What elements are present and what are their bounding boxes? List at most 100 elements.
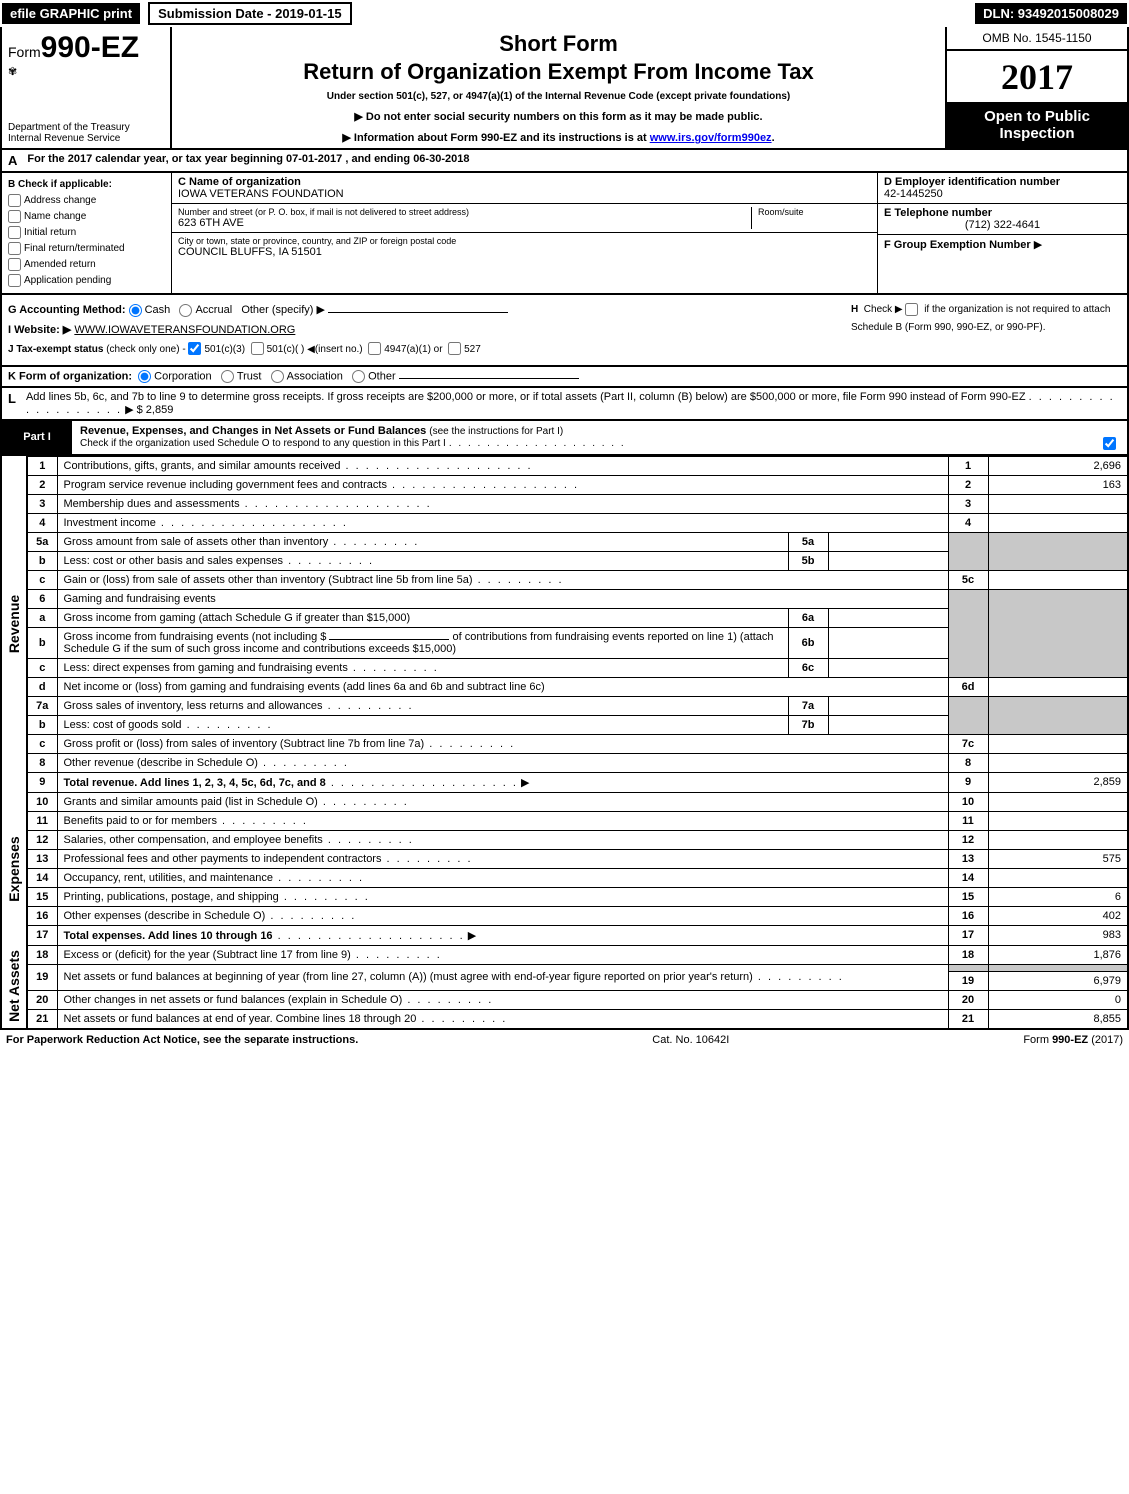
l17-box: 17 bbox=[948, 925, 988, 945]
l16-num: 16 bbox=[27, 906, 57, 925]
l16-box: 16 bbox=[948, 906, 988, 925]
l9-val: 2,859 bbox=[988, 772, 1128, 792]
line-g-label: G Accounting Method: bbox=[8, 304, 126, 316]
l13-box: 13 bbox=[948, 849, 988, 868]
chk-amended-return[interactable]: Amended return bbox=[8, 257, 165, 273]
l1-val: 2,696 bbox=[988, 456, 1128, 475]
l6d-box: 6d bbox=[948, 677, 988, 696]
l8-num: 8 bbox=[27, 753, 57, 772]
l20-box: 20 bbox=[948, 990, 988, 1009]
side-revenue: Revenue bbox=[6, 595, 22, 653]
chk-final-return[interactable]: Final return/terminated bbox=[8, 241, 165, 257]
warning-ssn: ▶ Do not enter social security numbers o… bbox=[178, 110, 939, 123]
l5a-num: 5a bbox=[27, 532, 57, 551]
part-i-title: Revenue, Expenses, and Changes in Net As… bbox=[80, 425, 426, 437]
l7c-num: c bbox=[27, 734, 57, 753]
chk-initial-return[interactable]: Initial return bbox=[8, 225, 165, 241]
chk-schedule-o[interactable] bbox=[1103, 437, 1116, 450]
chk-address-change[interactable]: Address change bbox=[8, 193, 165, 209]
l13-num: 13 bbox=[27, 849, 57, 868]
box-b: B Check if applicable: Address change Na… bbox=[2, 173, 172, 293]
l9-arrow: ▶ bbox=[521, 777, 529, 789]
submission-date: Submission Date - 2019-01-15 bbox=[148, 2, 352, 25]
l17-num: 17 bbox=[27, 925, 57, 945]
l1-desc: Contributions, gifts, grants, and simila… bbox=[64, 460, 341, 472]
chk-501c3[interactable] bbox=[188, 342, 201, 355]
l10-box: 10 bbox=[948, 792, 988, 811]
l11-desc: Benefits paid to or for members bbox=[64, 815, 217, 827]
chk-h[interactable] bbox=[905, 303, 918, 316]
chk-application-pending[interactable]: Application pending bbox=[8, 273, 165, 289]
l18-num: 18 bbox=[27, 945, 57, 964]
l15-val: 6 bbox=[988, 887, 1128, 906]
top-bar: efile GRAPHIC print Submission Date - 20… bbox=[0, 0, 1129, 27]
line-k-label: K Form of organization: bbox=[8, 370, 132, 382]
l2-val: 163 bbox=[988, 475, 1128, 494]
l5b-num: b bbox=[27, 551, 57, 570]
l6d-desc: Net income or (loss) from gaming and fun… bbox=[64, 681, 545, 693]
opt-527: 527 bbox=[464, 344, 481, 355]
l13-val: 575 bbox=[988, 849, 1128, 868]
box-d-label: D Employer identification number bbox=[884, 176, 1060, 188]
chk-527[interactable] bbox=[448, 342, 461, 355]
line-a-mid: , and ending bbox=[345, 153, 413, 165]
l20-desc: Other changes in net assets or fund bala… bbox=[64, 994, 403, 1006]
tax-year: 2017 bbox=[947, 51, 1127, 102]
l18-desc: Excess or (deficit) for the year (Subtra… bbox=[64, 949, 351, 961]
l12-num: 12 bbox=[27, 830, 57, 849]
footer-right: Form 990-EZ (2017) bbox=[1023, 1034, 1123, 1046]
line-a: A For the 2017 calendar year, or tax yea… bbox=[0, 150, 1129, 173]
l6b-desc1: Gross income from fundraising events (no… bbox=[64, 631, 330, 643]
l7a-num: 7a bbox=[27, 696, 57, 715]
radio-trust[interactable] bbox=[221, 370, 234, 383]
info-link[interactable]: www.irs.gov/form990ez bbox=[650, 132, 772, 144]
l19-num: 19 bbox=[27, 964, 57, 990]
chk-name-change[interactable]: Name change bbox=[8, 209, 165, 225]
l21-box: 21 bbox=[948, 1009, 988, 1029]
l11-num: 11 bbox=[27, 811, 57, 830]
radio-corp[interactable] bbox=[138, 370, 151, 383]
info-pre: ▶ Information about Form 990-EZ and its … bbox=[342, 132, 649, 144]
l4-val bbox=[988, 513, 1128, 532]
l18-val: 1,876 bbox=[988, 945, 1128, 964]
l8-box: 8 bbox=[948, 753, 988, 772]
street-value: 623 6TH AVE bbox=[178, 217, 751, 229]
radio-cash[interactable] bbox=[129, 304, 142, 317]
eagle-icon: ✾ bbox=[8, 65, 164, 78]
l4-desc: Investment income bbox=[64, 517, 156, 529]
l2-num: 2 bbox=[27, 475, 57, 494]
footer-left: For Paperwork Reduction Act Notice, see … bbox=[6, 1034, 358, 1046]
l21-desc: Net assets or fund balances at end of ye… bbox=[64, 1013, 417, 1025]
l6a-desc: Gross income from gaming (attach Schedul… bbox=[64, 612, 411, 624]
l5c-num: c bbox=[27, 570, 57, 589]
part-i-note: (see the instructions for Part I) bbox=[429, 426, 563, 437]
l20-val: 0 bbox=[988, 990, 1128, 1009]
room-label: Room/suite bbox=[758, 207, 871, 217]
l18-box: 18 bbox=[948, 945, 988, 964]
l6b-sbox: 6b bbox=[788, 627, 828, 658]
l9-box: 9 bbox=[948, 772, 988, 792]
radio-accrual[interactable] bbox=[179, 304, 192, 317]
chk-501c[interactable] bbox=[251, 342, 264, 355]
l6c-num: c bbox=[27, 658, 57, 677]
efile-badge: efile GRAPHIC print bbox=[2, 3, 140, 24]
l7b-num: b bbox=[27, 715, 57, 734]
l21-val: 8,855 bbox=[988, 1009, 1128, 1029]
l6a-sbox: 6a bbox=[788, 608, 828, 627]
part-i-tab: Part I bbox=[2, 421, 72, 454]
l1-num: 1 bbox=[27, 456, 57, 475]
line-h-check: Check ▶ bbox=[864, 304, 903, 315]
l5b-desc: Less: cost or other basis and sales expe… bbox=[64, 555, 284, 567]
l7a-sbox: 7a bbox=[788, 696, 828, 715]
l5c-val bbox=[988, 570, 1128, 589]
section-ghij: H Check ▶ if the organization is not req… bbox=[0, 295, 1129, 367]
dept-irs: Internal Revenue Service bbox=[8, 133, 164, 144]
chk-4947[interactable] bbox=[368, 342, 381, 355]
line-a-letter: A bbox=[8, 153, 17, 168]
l4-box: 4 bbox=[948, 513, 988, 532]
radio-assoc[interactable] bbox=[271, 370, 284, 383]
l16-val: 402 bbox=[988, 906, 1128, 925]
l15-num: 15 bbox=[27, 887, 57, 906]
radio-other[interactable] bbox=[352, 370, 365, 383]
line-k: K Form of organization: Corporation Trus… bbox=[0, 367, 1129, 388]
